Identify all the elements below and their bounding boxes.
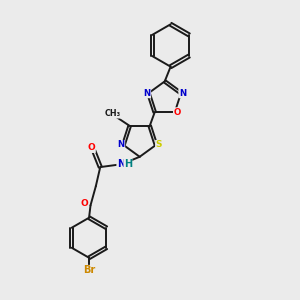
Text: N: N	[117, 159, 125, 169]
Text: O: O	[80, 200, 88, 208]
Text: N: N	[143, 89, 151, 98]
Text: N: N	[179, 89, 186, 98]
Text: H: H	[124, 159, 132, 169]
Text: S: S	[156, 140, 162, 149]
Text: CH₃: CH₃	[105, 109, 121, 118]
Text: O: O	[173, 108, 181, 117]
Text: Br: Br	[83, 266, 95, 275]
Text: N: N	[118, 140, 125, 149]
Text: O: O	[88, 143, 95, 152]
